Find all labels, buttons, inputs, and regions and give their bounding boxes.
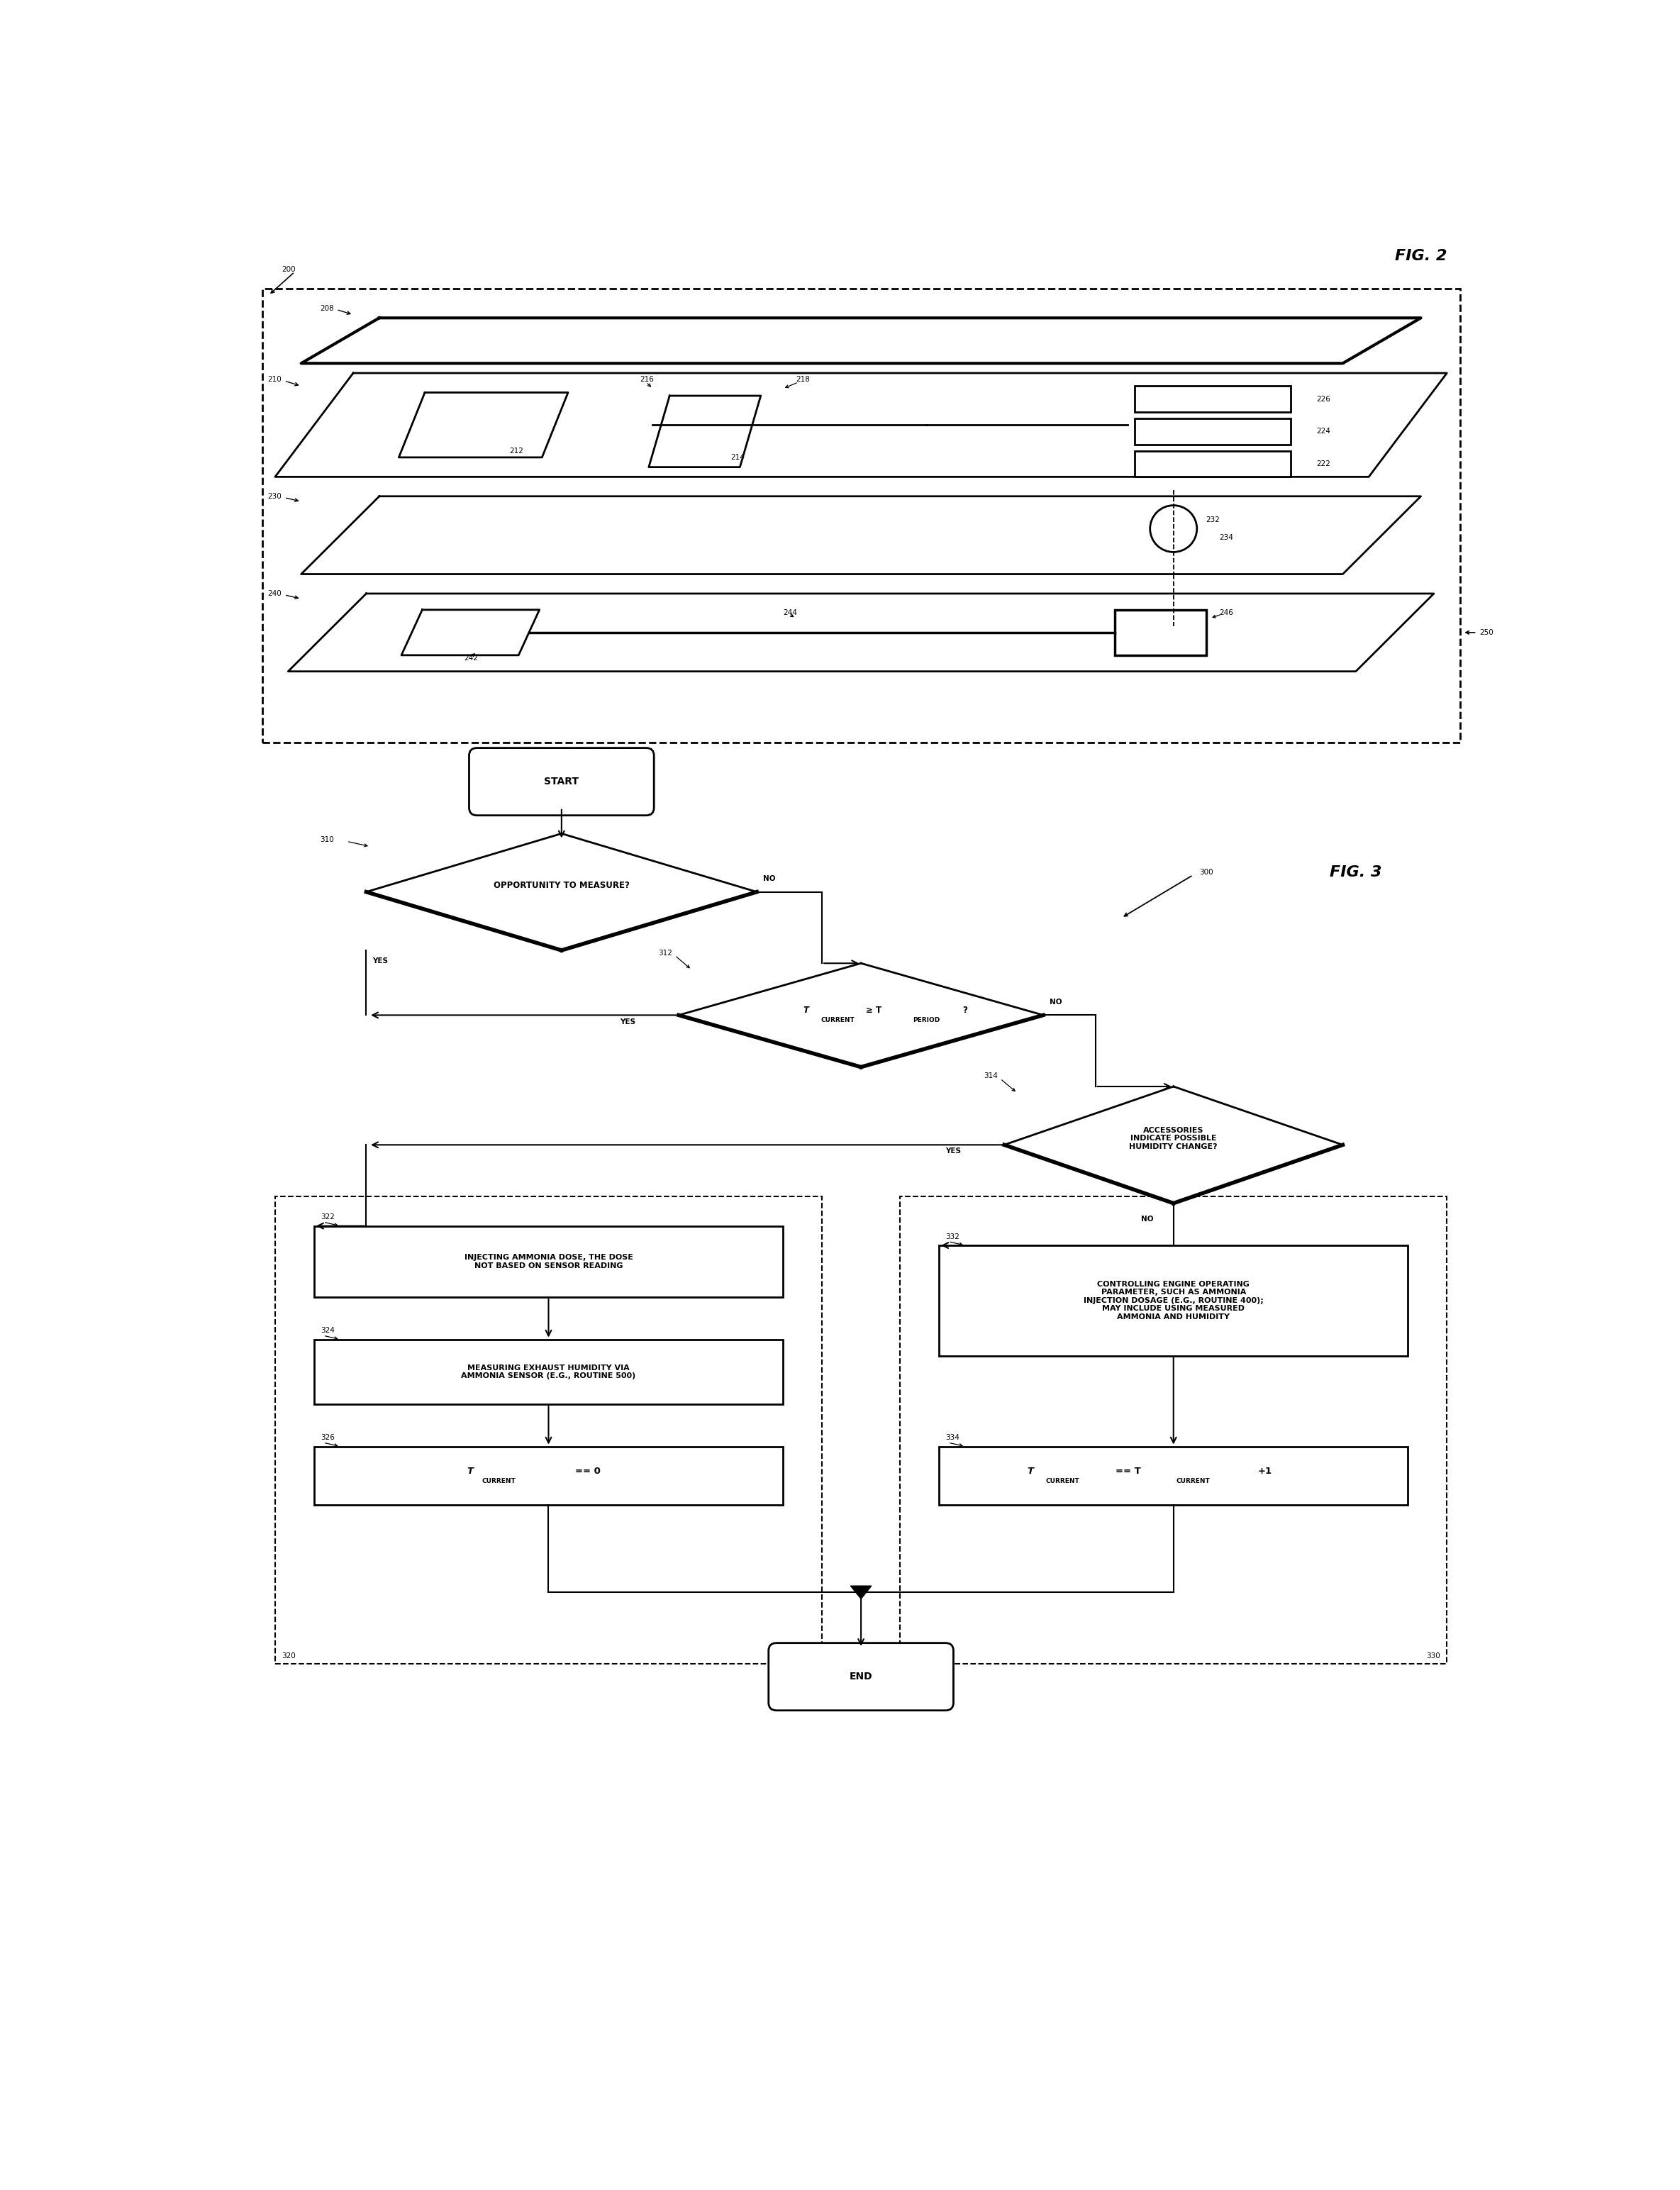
Text: 244: 244 xyxy=(783,609,796,618)
Bar xyxy=(939,1445,1408,1505)
Text: YES: YES xyxy=(373,957,388,964)
Bar xyxy=(314,1445,783,1505)
Text: YES: YES xyxy=(620,1018,635,1025)
Text: 322: 322 xyxy=(321,1213,334,1220)
Polygon shape xyxy=(289,593,1433,672)
Text: 300: 300 xyxy=(1200,869,1213,876)
Text: NO: NO xyxy=(1141,1215,1154,1222)
Text: CURRENT: CURRENT xyxy=(820,1016,855,1023)
Polygon shape xyxy=(1005,1086,1342,1202)
Text: 216: 216 xyxy=(640,377,654,383)
Bar xyxy=(262,289,1460,742)
Text: END: END xyxy=(850,1671,872,1682)
Text: CURRENT: CURRENT xyxy=(1047,1478,1080,1485)
Bar xyxy=(939,1246,1408,1356)
Text: FIG. 3: FIG. 3 xyxy=(1329,865,1381,880)
Text: OPPORTUNITY TO MEASURE?: OPPORTUNITY TO MEASURE? xyxy=(494,880,630,889)
Text: 214: 214 xyxy=(731,453,744,460)
Polygon shape xyxy=(398,392,568,458)
Polygon shape xyxy=(850,1586,872,1599)
Text: 334: 334 xyxy=(946,1434,959,1441)
Bar xyxy=(276,1196,822,1664)
Text: CURRENT: CURRENT xyxy=(482,1478,516,1485)
Text: 326: 326 xyxy=(321,1434,334,1441)
Bar xyxy=(1116,609,1206,655)
Text: == 0: == 0 xyxy=(575,1467,600,1476)
Text: ACCESSORIES
INDICATE POSSIBLE
HUMIDITY CHANGE?: ACCESSORIES INDICATE POSSIBLE HUMIDITY C… xyxy=(1129,1126,1218,1150)
Bar xyxy=(900,1196,1446,1664)
Text: PERIOD: PERIOD xyxy=(912,1016,939,1023)
Text: T: T xyxy=(1026,1467,1033,1476)
Text: 242: 242 xyxy=(464,655,479,661)
Text: 222: 222 xyxy=(1317,460,1331,466)
Text: 224: 224 xyxy=(1317,427,1331,436)
Text: INJECTING AMMONIA DOSE, THE DOSE
NOT BASED ON SENSOR READING: INJECTING AMMONIA DOSE, THE DOSE NOT BAS… xyxy=(464,1255,633,1270)
Bar xyxy=(1134,385,1290,412)
Text: 320: 320 xyxy=(282,1653,296,1660)
Polygon shape xyxy=(648,396,761,466)
Text: 250: 250 xyxy=(1480,629,1494,635)
Text: +1: +1 xyxy=(1258,1467,1272,1476)
Text: 200: 200 xyxy=(282,265,296,274)
Text: FIG. 2: FIG. 2 xyxy=(1394,250,1446,263)
Text: CONTROLLING ENGINE OPERATING
PARAMETER, SUCH AS AMMONIA
INJECTION DOSAGE (E.G., : CONTROLLING ENGINE OPERATING PARAMETER, … xyxy=(1084,1281,1263,1321)
Text: 240: 240 xyxy=(267,589,282,598)
Text: 232: 232 xyxy=(1206,517,1220,523)
Text: 330: 330 xyxy=(1426,1653,1440,1660)
Text: T: T xyxy=(467,1467,474,1476)
Text: 314: 314 xyxy=(983,1073,998,1080)
Text: 230: 230 xyxy=(267,493,282,499)
Polygon shape xyxy=(679,964,1043,1067)
Text: 312: 312 xyxy=(659,948,672,957)
Text: NO: NO xyxy=(763,876,776,883)
Bar xyxy=(1134,451,1290,477)
Polygon shape xyxy=(301,318,1421,364)
Text: ≥ T: ≥ T xyxy=(867,1005,882,1014)
Text: START: START xyxy=(544,777,580,786)
Text: 324: 324 xyxy=(321,1327,334,1334)
Text: 208: 208 xyxy=(319,304,334,311)
FancyBboxPatch shape xyxy=(469,749,654,815)
Polygon shape xyxy=(276,372,1446,477)
Text: 226: 226 xyxy=(1317,396,1331,403)
Text: 332: 332 xyxy=(946,1233,959,1240)
Text: == T: == T xyxy=(1116,1467,1141,1476)
Text: 212: 212 xyxy=(509,447,524,456)
Text: ?: ? xyxy=(963,1005,968,1014)
Text: CURRENT: CURRENT xyxy=(1176,1478,1210,1485)
Bar xyxy=(314,1340,783,1404)
FancyBboxPatch shape xyxy=(768,1642,954,1710)
Bar xyxy=(1134,418,1290,445)
Text: 210: 210 xyxy=(267,377,282,383)
Text: 310: 310 xyxy=(319,837,334,843)
Text: 234: 234 xyxy=(1220,534,1233,541)
Polygon shape xyxy=(301,497,1421,574)
Text: NO: NO xyxy=(1050,999,1062,1005)
Text: YES: YES xyxy=(946,1148,961,1154)
Polygon shape xyxy=(402,609,539,655)
Polygon shape xyxy=(366,834,756,950)
Text: T: T xyxy=(803,1005,808,1014)
Text: 246: 246 xyxy=(1220,609,1233,618)
Text: 218: 218 xyxy=(796,377,810,383)
Bar xyxy=(314,1226,783,1296)
Text: MEASURING EXHAUST HUMIDITY VIA
AMMONIA SENSOR (E.G., ROUTINE 500): MEASURING EXHAUST HUMIDITY VIA AMMONIA S… xyxy=(462,1364,635,1380)
